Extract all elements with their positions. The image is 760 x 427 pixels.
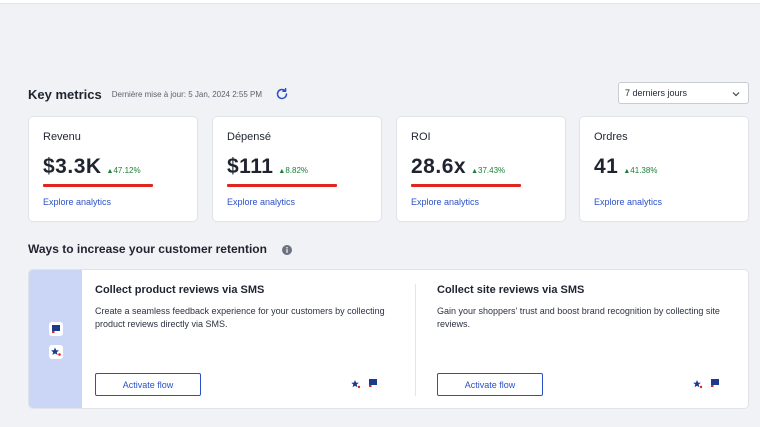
flows-side-rail	[29, 270, 82, 408]
metric-label: Revenu	[43, 131, 81, 143]
metric-delta: ▲8.82%	[278, 166, 309, 175]
activate-flow-button[interactable]: Activate flow	[95, 373, 201, 396]
explore-analytics-link[interactable]: Explore analytics	[594, 197, 663, 207]
flow-title: Collect site reviews via SMS	[437, 284, 585, 296]
metric-card-ordres: Ordres 41 ▲41.38% Explore analytics	[579, 116, 749, 222]
up-arrow-icon: ▲	[623, 168, 631, 175]
ways-section-title: Ways to increase your customer retention	[28, 242, 267, 256]
chevron-down-icon	[732, 92, 740, 97]
highlight-underline	[43, 184, 153, 187]
highlight-underline	[227, 184, 337, 187]
explore-analytics-link[interactable]: Explore analytics	[411, 197, 480, 207]
key-metrics-title: Key metrics	[28, 86, 102, 102]
flow-icons	[693, 379, 719, 389]
top-band	[0, 0, 760, 4]
metric-delta: ▲41.38%	[623, 166, 658, 175]
activate-flow-button[interactable]: Activate flow	[437, 373, 543, 396]
up-arrow-icon: ▲	[471, 168, 478, 175]
info-icon[interactable]	[282, 245, 292, 255]
highlight-underline	[411, 184, 521, 187]
date-range-select[interactable]: 7 derniers jours	[618, 82, 749, 104]
sms-chat-icon	[49, 322, 63, 336]
flow-description: Gain your shoppers' trust and boost bran…	[437, 306, 720, 329]
up-arrow-icon: ▲	[106, 168, 114, 175]
metric-delta: ▲37.43%	[471, 166, 506, 175]
refresh-icon[interactable]	[275, 87, 289, 101]
flow-title: Collect product reviews via SMS	[95, 284, 265, 296]
metric-card-revenu: Revenu $3.3K ▲47.12% Explore analytics	[28, 116, 198, 222]
metric-value: 28.6x	[411, 155, 467, 178]
flow-description: Create a seamless feedback experience fo…	[95, 306, 385, 329]
metric-card-roi: ROI 28.6x ▲37.43% Explore analytics	[396, 116, 566, 222]
metric-value: 41	[594, 155, 619, 178]
metric-card-depense: Dépensé $111 ▲8.82% Explore analytics	[212, 116, 382, 222]
date-range-value: 7 derniers jours	[625, 88, 688, 98]
flow-site-reviews: Collect site reviews via SMS Gain your s…	[437, 270, 747, 408]
metric-label: Ordres	[594, 131, 628, 143]
flow-icons	[351, 379, 377, 389]
flows-divider	[415, 284, 416, 396]
up-arrow-icon: ▲	[278, 168, 286, 175]
retention-flows-panel: Collect product reviews via SMS Create a…	[28, 269, 749, 409]
key-metrics-header: Key metrics Dernière mise à jour: 5 Jan,…	[28, 84, 262, 104]
flow-product-reviews: Collect product reviews via SMS Create a…	[95, 270, 405, 408]
metric-label: Dépensé	[227, 131, 272, 143]
last-updated-text: Dernière mise à jour: 5 Jan, 2024 2:55 P…	[111, 89, 263, 99]
metric-value: $111	[227, 155, 274, 178]
explore-analytics-link[interactable]: Explore analytics	[227, 197, 296, 207]
metric-value: $3.3K	[43, 155, 102, 178]
metric-label: ROI	[411, 131, 431, 143]
star-review-icon	[49, 345, 63, 359]
explore-analytics-link[interactable]: Explore analytics	[43, 197, 112, 207]
metric-delta: ▲47.12%	[106, 166, 141, 175]
